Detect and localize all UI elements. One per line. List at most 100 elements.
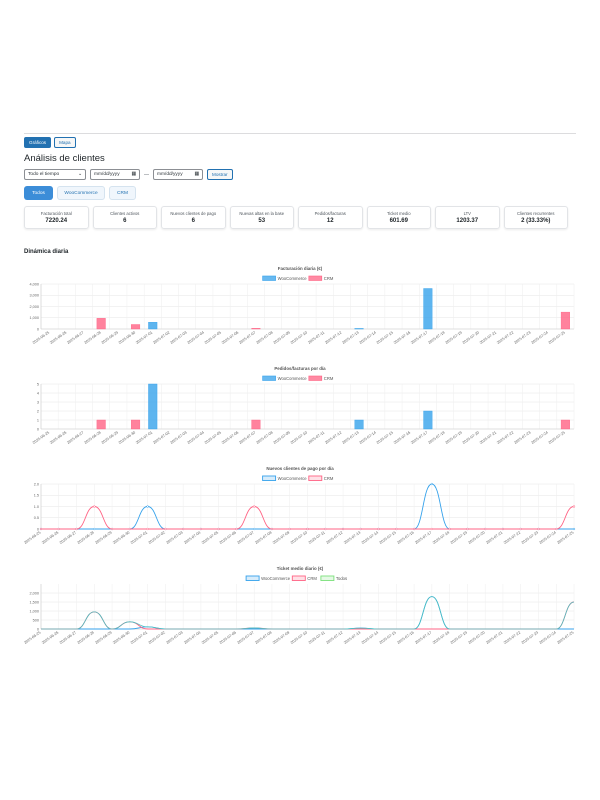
data-point: [377, 527, 380, 531]
series-line: [41, 596, 575, 630]
x-tick-label: 2025-07-12: [325, 531, 343, 545]
charts-view-button[interactable]: Gráficos: [24, 137, 52, 148]
data-point: [270, 527, 274, 531]
x-tick-label: 2025-07-15: [376, 331, 394, 345]
x-tick-label: 2025-06-26: [49, 431, 67, 445]
bar: [251, 328, 261, 330]
data-point: [537, 527, 540, 531]
data-point: [288, 527, 291, 531]
x-tick-label: 2025-07-13: [341, 331, 359, 345]
x-tick-label: 2025-07-21: [479, 431, 497, 445]
legend-label: Todos: [336, 576, 347, 581]
kpi-card: Pedidos/facturas 12: [298, 206, 363, 229]
date-filters: Todo el tiempo ⌄ mm/dd/yyyy ▦ — mm/dd/yy…: [24, 169, 233, 180]
data-point: [235, 527, 238, 531]
date-to-input[interactable]: mm/dd/yyyy ▦: [153, 169, 203, 180]
y-tick-label: 1,500: [29, 600, 39, 604]
legend-swatch: [262, 375, 276, 381]
x-tick-label: 2025-07-07: [238, 431, 256, 445]
x-tick-label: 2025-07-14: [359, 431, 377, 445]
y-tick-label: 2,000: [29, 591, 39, 595]
kpi-label: Facturación total: [40, 211, 72, 216]
show-button[interactable]: Mostrar: [207, 169, 233, 180]
x-tick-label: 2025-07-21: [479, 331, 497, 345]
y-tick-label: 4: [37, 391, 39, 395]
y-tick-label: 1.5: [34, 494, 39, 498]
x-tick-label: 2025-07-06: [219, 531, 237, 545]
x-tick-label: 2025-07-24: [539, 631, 557, 645]
date-from-input[interactable]: mm/dd/yyyy ▦: [90, 169, 140, 180]
x-tick-label: 2025-06-25: [24, 631, 42, 645]
y-tick-label: 0: [37, 327, 39, 331]
x-tick-label: 2025-07-19: [445, 431, 463, 445]
x-tick-label: 2025-06-26: [41, 631, 59, 645]
x-tick-label: 2025-06-25: [32, 331, 50, 345]
x-tick-label: 2025-07-25: [556, 631, 574, 645]
y-tick-label: 0: [37, 627, 39, 631]
legend-swatch: [308, 375, 323, 381]
kpi-value: 6: [123, 218, 127, 224]
x-tick-label: 2025-07-15: [379, 631, 397, 645]
x-tick-label: 2025-06-30: [112, 631, 130, 645]
legend-label: CRM: [324, 476, 334, 481]
x-tick-label: 2025-07-17: [414, 531, 432, 545]
x-tick-label: 2025-07-14: [361, 531, 379, 545]
bar: [148, 322, 158, 330]
data-point: [412, 527, 416, 531]
period-select[interactable]: Todo el tiempo ⌄: [24, 169, 86, 180]
x-tick-label: 2025-07-09: [273, 331, 291, 345]
data-point: [39, 527, 43, 531]
chart-daily-revenue: Facturación diaria (€) WooCommerce CRM 0 1,0…: [24, 262, 576, 352]
data-point: [572, 505, 576, 508]
x-tick-label: 2025-07-21: [485, 631, 503, 645]
x-tick-label: 2025-06-28: [77, 531, 95, 545]
kpi-card: Clientes recurrentes 2 (33.33%): [503, 206, 568, 229]
x-tick-label: 2025-07-10: [290, 331, 308, 345]
x-tick-label: 2025-07-05: [201, 531, 219, 545]
y-tick-label: 1,000: [29, 316, 39, 320]
bar: [354, 419, 364, 430]
x-tick-label: 2025-07-11: [308, 531, 326, 545]
kpi-value: 12: [326, 218, 334, 224]
x-tick-label: 2025-07-24: [531, 331, 549, 345]
x-tick-label: 2025-07-11: [307, 331, 325, 345]
data-point: [146, 505, 149, 508]
kpi-label: Nuevos clientes de pago: [170, 211, 217, 216]
x-tick-label: 2025-06-25: [24, 531, 42, 545]
tab-todos[interactable]: Todos: [24, 186, 53, 200]
bar: [423, 288, 433, 330]
kpi-value: 7220.24: [45, 218, 68, 224]
x-tick-label: 2025-07-16: [396, 631, 414, 645]
x-tick-label: 2025-07-02: [148, 531, 166, 545]
x-tick-label: 2025-07-08: [254, 531, 272, 545]
date-from-placeholder: mm/dd/yyyy: [94, 172, 120, 177]
x-tick-label: 2025-07-13: [343, 531, 361, 545]
y-tick-label: 1,000: [29, 609, 39, 613]
x-tick-label: 2025-07-19: [445, 331, 463, 345]
x-tick-label: 2025-07-09: [272, 631, 290, 645]
bar: [148, 383, 158, 430]
chart-daily-revenue-svg: Facturación diaria (€) WooCommerce CRM 0 1,0…: [29, 266, 575, 345]
tab-crm[interactable]: CRM: [109, 186, 136, 200]
kpi-label: Ticket medio: [386, 211, 411, 216]
legend-swatch: [308, 475, 323, 481]
x-tick-label: 2025-07-13: [343, 631, 361, 645]
x-tick-label: 2025-07-20: [468, 531, 486, 545]
y-tick-label: 2.0: [34, 482, 39, 486]
data-point: [306, 527, 309, 531]
x-tick-label: 2025-07-01: [130, 531, 148, 545]
kpi-label: LTV: [463, 211, 471, 216]
x-tick-label: 2025-07-02: [152, 431, 170, 445]
bar: [131, 324, 141, 330]
map-view-button[interactable]: Mapa: [54, 137, 76, 148]
x-tick-label: 2025-07-04: [187, 331, 205, 345]
calendar-icon: ▦: [194, 172, 199, 177]
tab-woocommerce[interactable]: WooCommerce: [57, 186, 105, 200]
date-range-separator: —: [144, 171, 149, 178]
chart-new-paying-clients: Nuevos clientes de pago por día WooCommer…: [24, 462, 576, 558]
x-tick-label: 2025-06-27: [66, 331, 84, 345]
kpi-value: 2 (33.33%): [521, 218, 551, 224]
x-tick-label: 2025-07-07: [238, 331, 256, 345]
data-point: [341, 527, 345, 531]
x-tick-label: 2025-06-30: [118, 431, 136, 445]
